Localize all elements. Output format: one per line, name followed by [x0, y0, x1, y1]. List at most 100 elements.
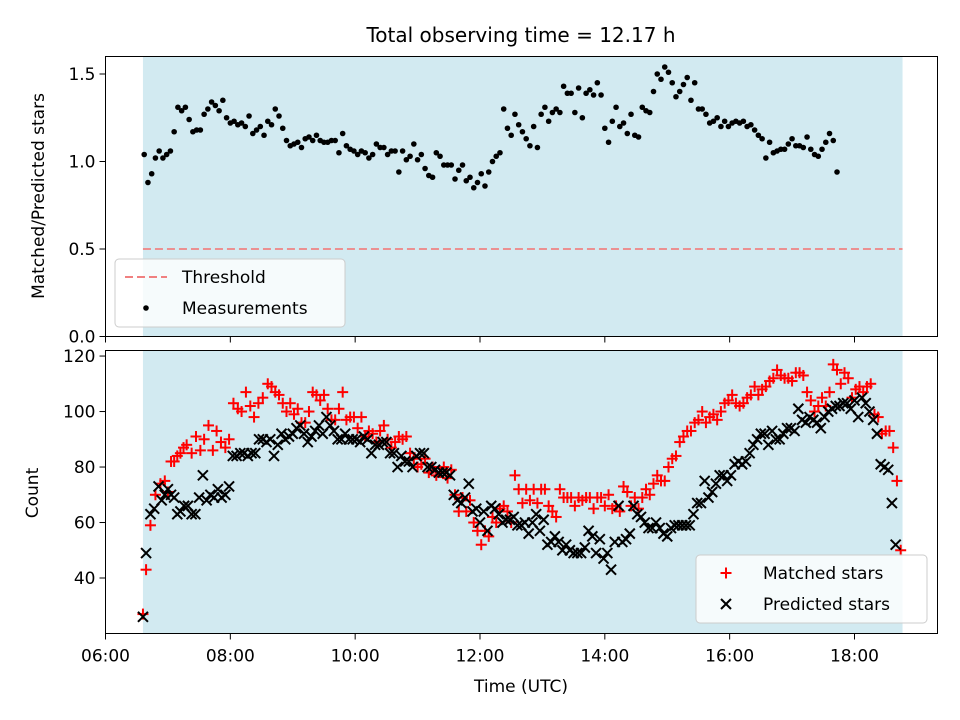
matched-star-point: [207, 444, 219, 456]
predicted-star-point: [200, 494, 213, 507]
predicted-star-point: [168, 491, 180, 504]
matched-star-point: [692, 414, 704, 426]
x-marker-b: [721, 475, 733, 487]
x-marker-b: [268, 450, 280, 462]
x-marker-b: [661, 530, 673, 543]
measurement-point: [452, 176, 458, 182]
measurement-point: [609, 118, 616, 125]
matched-star-point: [400, 431, 412, 443]
measurement-point: [418, 151, 425, 158]
legend-matched-swatch: [720, 567, 732, 579]
x-marker-b: [155, 494, 168, 507]
predicted-star-point: [463, 477, 475, 490]
matched-star-point: [662, 461, 674, 473]
matched-star-point: [752, 389, 764, 401]
measurement-point: [396, 169, 402, 175]
x-marker-b: [720, 598, 732, 610]
matched-star-point: [543, 500, 555, 512]
predicted-star-point: [275, 428, 288, 440]
predicted-star-point: [294, 419, 306, 432]
measurement-point: [482, 183, 488, 189]
x-marker-b: [579, 541, 591, 554]
matched-star-point: [524, 494, 536, 506]
matched-star-point: [501, 505, 513, 517]
measurement-point: [785, 141, 792, 147]
matched-star-point: [674, 436, 686, 448]
x-marker-b: [493, 508, 505, 520]
x-marker-b: [594, 533, 606, 545]
bottom-x-tick-label: 16:00: [705, 647, 754, 667]
measurement-point: [500, 106, 507, 112]
x-marker-b: [624, 527, 636, 540]
matched-star-point: [895, 544, 907, 556]
measurement-point: [384, 151, 391, 158]
x-marker-b: [414, 447, 426, 459]
measurement-point: [635, 134, 642, 140]
predicted-star-point: [399, 455, 411, 468]
legend-predicted-marker: [720, 598, 732, 610]
matched-star-point: [677, 431, 689, 443]
measurement-point: [294, 139, 301, 146]
measurement-point: [264, 118, 271, 125]
x-marker-b: [275, 428, 288, 440]
x-marker-b: [522, 527, 535, 540]
x-marker-b: [639, 516, 651, 529]
measurement-point: [238, 120, 245, 126]
measurement-point: [673, 93, 679, 100]
matched-star-point: [236, 406, 248, 418]
measurement-point: [152, 155, 159, 161]
measurement-point: [474, 179, 481, 186]
x-marker-b: [507, 511, 520, 523]
measurement-point: [250, 130, 256, 137]
measurement-point: [463, 177, 470, 184]
predicted-star-point: [185, 508, 198, 520]
measurement-point: [216, 107, 222, 114]
x-marker-b: [185, 508, 198, 520]
predicted-star-point: [436, 466, 449, 479]
measurement-point: [485, 169, 492, 175]
matched-star-point: [891, 475, 903, 487]
predicted-star-point: [264, 433, 276, 445]
predicted-star-point: [863, 405, 876, 418]
measurement-point: [163, 151, 170, 158]
x-marker-b: [168, 491, 180, 504]
predicted-star-point: [137, 611, 149, 623]
predicted-star-point: [781, 422, 793, 434]
x-marker-b: [249, 447, 262, 459]
x-marker-b: [751, 433, 763, 445]
measurement-point: [156, 148, 162, 154]
predicted-star-point: [369, 439, 381, 451]
matched-star-point: [824, 386, 836, 398]
measurement-point: [661, 64, 668, 70]
measurement-point: [141, 151, 147, 158]
measurement-point: [201, 111, 207, 118]
x-marker-b: [773, 433, 786, 445]
predicted-star-point: [687, 508, 700, 520]
x-marker-b: [605, 563, 617, 576]
measurement-point: [403, 156, 410, 163]
predicted-star-point: [339, 428, 351, 440]
top-legend: Threshold Measurements: [114, 258, 346, 328]
x-marker-b: [272, 439, 284, 451]
x-marker-b: [388, 447, 400, 459]
x-marker-b: [137, 611, 149, 623]
measurement-point: [590, 92, 597, 98]
measurement-point: [467, 174, 473, 181]
predicted-star-point: [612, 500, 625, 512]
measurement-point: [459, 162, 466, 168]
matched-stars-points: [137, 358, 907, 620]
measurement-point: [212, 102, 219, 109]
measurement-point: [160, 155, 166, 161]
measurement-point: [362, 149, 368, 156]
legend-measurements-swatch: [143, 305, 149, 311]
measurement-point: [298, 144, 305, 151]
measurement-point: [534, 144, 541, 151]
x-marker-b: [788, 425, 801, 437]
x-marker-b: [698, 475, 711, 487]
x-marker-b: [489, 502, 501, 515]
predicted-star-point: [522, 527, 535, 540]
predicted-star-point: [582, 525, 595, 537]
x-marker-b: [444, 469, 456, 482]
x-marker-b: [863, 405, 876, 418]
measurement-point: [272, 106, 279, 112]
